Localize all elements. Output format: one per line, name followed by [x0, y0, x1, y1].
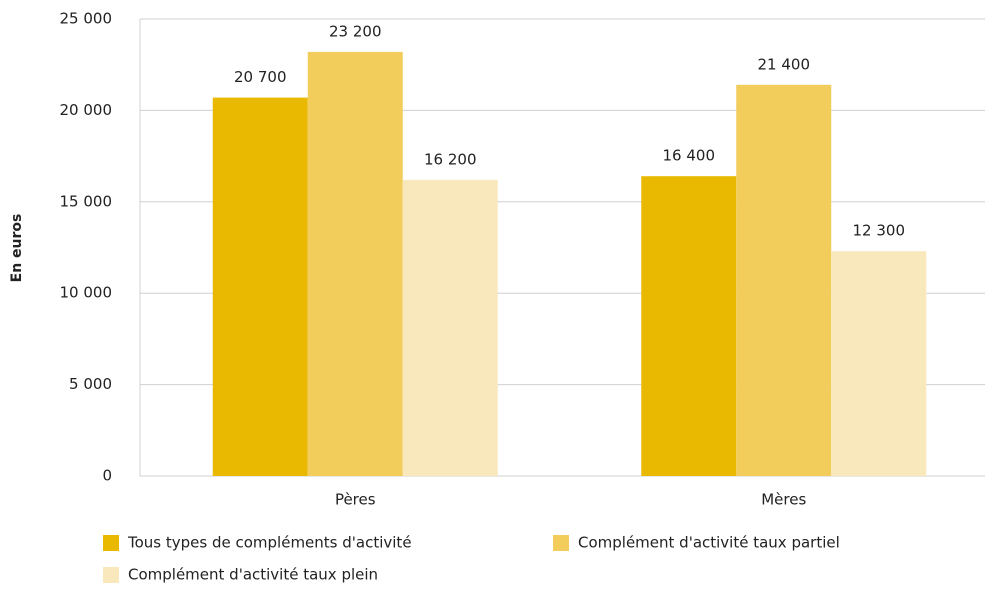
y-tick-label: 0	[102, 467, 112, 485]
bar	[212, 97, 308, 476]
value-label: 21 400	[758, 55, 811, 73]
legend-swatch	[553, 535, 569, 551]
value-label: 12 300	[853, 222, 906, 240]
y-tick-label: 10 000	[60, 284, 113, 302]
bar	[402, 179, 498, 476]
y-tick-label: 15 000	[60, 192, 113, 210]
bar	[641, 176, 737, 476]
legend-label: Complément d'activité taux partiel	[578, 534, 840, 552]
legend-swatch	[103, 535, 119, 551]
y-axis-label: En euros	[9, 214, 25, 283]
x-tick-label: Mères	[761, 491, 806, 509]
legend-swatch	[103, 567, 119, 583]
value-label: 20 700	[234, 68, 287, 86]
bar	[307, 51, 403, 477]
value-label: 16 400	[663, 147, 716, 165]
bar	[831, 251, 927, 476]
legend-label: Tous types de compléments d'activité	[127, 534, 412, 552]
bar	[736, 84, 832, 477]
y-tick-label: 5 000	[69, 375, 112, 393]
x-tick-label: Pères	[335, 491, 376, 509]
value-label: 16 200	[424, 150, 477, 168]
y-tick-label: 20 000	[60, 101, 113, 119]
value-label: 23 200	[329, 22, 382, 40]
legend-label: Complément d'activité taux plein	[128, 566, 378, 584]
y-tick-label: 25 000	[60, 10, 113, 28]
